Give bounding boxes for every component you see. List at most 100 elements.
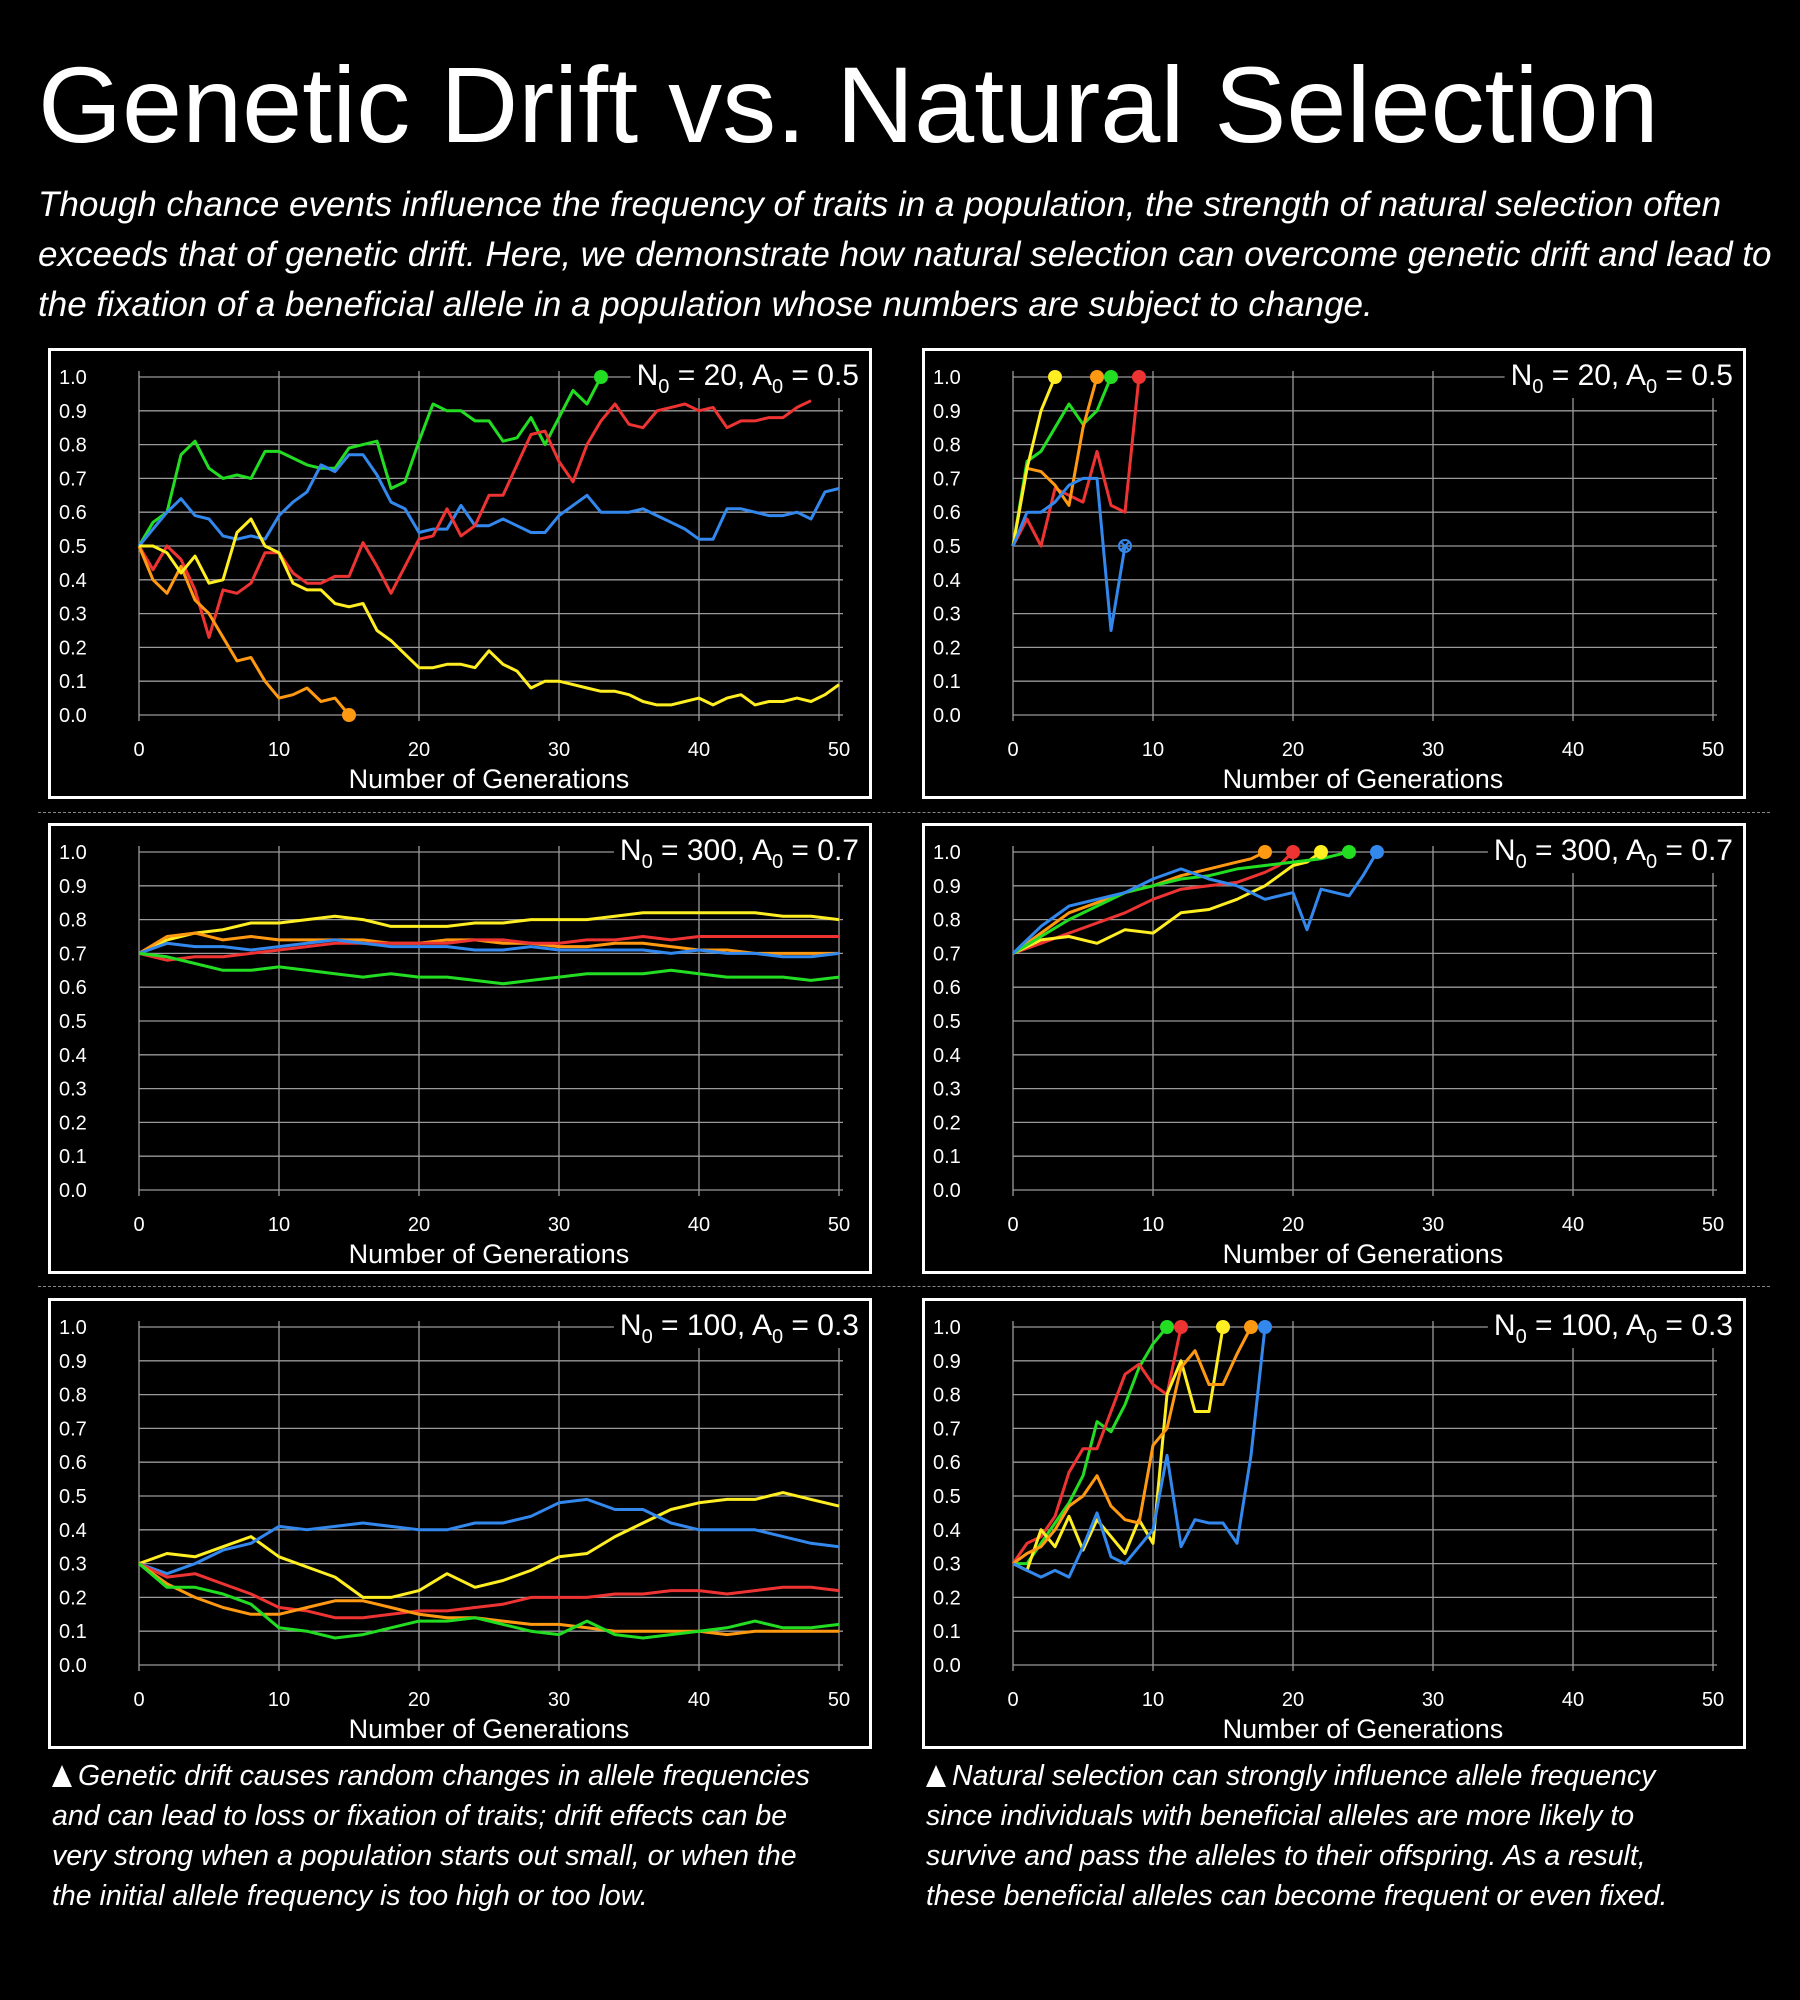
label-subscript: 0 [1646, 376, 1657, 398]
label-value-a: = 0.5 [783, 359, 859, 392]
label-subscript: 0 [772, 1326, 783, 1348]
x-tick-label: 30 [548, 739, 570, 761]
label-value-n: = 20, A [1543, 359, 1646, 392]
end-marker-green [1342, 845, 1356, 859]
label-text: N [620, 834, 642, 867]
triangle-icon [52, 1765, 72, 1787]
series-line-blue [1011, 476, 1127, 632]
label-value-a: = 0.3 [1657, 1309, 1733, 1342]
series-line-orange [137, 545, 351, 716]
caption-line: Natural selection can strongly influence… [952, 1760, 1656, 1792]
label-subscript: 0 [772, 851, 783, 873]
y-tick-label: 0.1 [933, 1146, 961, 1168]
y-tick-label: 0.4 [59, 1520, 87, 1542]
end-marker-green [1104, 370, 1118, 384]
caption-line: survive and pass the alleles to their of… [926, 1840, 1646, 1872]
y-tick-label: 0.4 [59, 1045, 87, 1067]
y-tick-label: 0.9 [59, 876, 87, 898]
x-tick-label: 30 [548, 1214, 570, 1236]
page-subtitle: Though chance events influence the frequ… [38, 185, 1772, 324]
chart-selection-medium: 0.0 0.1 0.2 0.3 0.4 0.5 0.6 0.7 0.8 0.9 1.0 0 10 20 30… [922, 1298, 1746, 1749]
y-tick-label: 0.0 [933, 1180, 961, 1202]
y-tick-label: 0.7 [59, 1418, 87, 1440]
caption-line: and can lead to loss or fixation of trai… [52, 1800, 788, 1832]
label-subscript: 0 [1516, 851, 1527, 873]
y-tick-label: 0.7 [933, 1418, 961, 1440]
y-tick-label: 0.0 [59, 1655, 87, 1677]
label-value-n: = 100, A [1527, 1309, 1646, 1342]
label-background [613, 834, 863, 873]
y-tick-label: 0.1 [933, 671, 961, 693]
caption-selection: Natural selection can strongly influence… [926, 1756, 1756, 1916]
label-background [613, 1309, 863, 1348]
panel-label: N0 = 300, A0 = 0.7 [620, 834, 859, 873]
y-tick-label: 0.3 [933, 1554, 961, 1576]
y-tick-label: 0.1 [933, 1621, 961, 1643]
caption-line: very strong when a population starts out… [52, 1840, 797, 1872]
y-tick-label: 0.5 [59, 536, 87, 558]
panel-label: N0 = 20, A0 = 0.5 [637, 359, 859, 398]
series-line-red [1012, 850, 1295, 955]
x-tick-label: 20 [408, 739, 430, 761]
x-tick-label: 10 [268, 739, 290, 761]
x-tick-label: 30 [1422, 739, 1444, 761]
end-marker-yellow [1314, 845, 1328, 859]
y-tick-label: 0.0 [933, 1655, 961, 1677]
y-tick-label: 0.2 [59, 637, 87, 659]
x-tick-label: 20 [1282, 1214, 1304, 1236]
y-tick-label: 0.6 [59, 1452, 87, 1474]
row-separator [38, 812, 1770, 813]
series-line-orange [1012, 1326, 1253, 1565]
label-value-n: = 100, A [653, 1309, 772, 1342]
y-tick-label: 0.8 [59, 435, 87, 457]
series-line-green [138, 951, 840, 986]
label-background [630, 359, 863, 398]
y-tick-label: 0.4 [933, 570, 961, 592]
caption-line: these beneficial alleles can become freq… [926, 1880, 1668, 1912]
y-tick-label: 0.7 [59, 468, 87, 490]
end-marker-orange [1244, 1320, 1258, 1334]
y-tick-label: 0.0 [59, 705, 87, 727]
label-subscript: 0 [642, 851, 653, 873]
y-tick-label: 0.5 [933, 536, 961, 558]
series-line-orange [138, 1562, 839, 1637]
y-tick-label: 0.2 [933, 637, 961, 659]
end-marker-orange [342, 708, 356, 722]
end-marker-red [1132, 370, 1146, 384]
x-tick-label: 50 [828, 1214, 850, 1236]
caption-line: Genetic drift causes random changes in a… [78, 1760, 810, 1792]
chart-drift-small: 0.0 0.1 0.2 0.3 0.4 0.5 0.6 0.7 0.8 0.9 1.0 0 10 20 30… [48, 348, 872, 799]
end-marker-yellow [1048, 370, 1062, 384]
y-tick-label: 0.6 [59, 977, 87, 999]
label-subscript: 0 [1516, 1326, 1527, 1348]
label-subscript: 0 [642, 1326, 653, 1348]
chart-selection-large: 0.0 0.1 0.2 0.3 0.4 0.5 0.6 0.7 0.8 0.9 1.0 0 10 20 30… [922, 823, 1746, 1274]
chart-drift-large: 0.0 0.1 0.2 0.3 0.4 0.5 0.6 0.7 0.8 0.9 1.0 0 10 20 30… [48, 823, 872, 1274]
label-text: N [637, 359, 659, 392]
y-tick-label: 0.4 [59, 570, 87, 592]
end-marker-orange [1258, 845, 1272, 859]
y-tick-label: 0.5 [59, 1011, 87, 1033]
y-tick-label: 1.0 [59, 1317, 87, 1339]
x-tick-label: 30 [1422, 1689, 1444, 1711]
chart-drift-medium: 0.0 0.1 0.2 0.3 0.4 0.5 0.6 0.7 0.8 0.9 1.0 0 10 20 30… [48, 1298, 872, 1749]
y-tick-label: 0.2 [59, 1112, 87, 1134]
label-background [1487, 1309, 1737, 1348]
x-tick-label: 20 [1282, 1689, 1304, 1711]
x-axis-label: Number of Generations [349, 1714, 630, 1744]
label-background [1487, 834, 1737, 873]
series-line-red [1011, 1326, 1183, 1565]
x-tick-label: 0 [1007, 1214, 1018, 1236]
y-tick-label: 0.3 [933, 604, 961, 626]
y-tick-label: 0.5 [933, 1486, 961, 1508]
end-marker-green [594, 370, 608, 384]
x-tick-label: 10 [1142, 739, 1164, 761]
y-tick-label: 0.3 [933, 1079, 961, 1101]
y-tick-label: 0.9 [933, 1351, 961, 1373]
y-tick-label: 0.3 [59, 604, 87, 626]
y-tick-label: 0.3 [59, 1079, 87, 1101]
caption-line: since individuals with beneficial allele… [926, 1800, 1635, 1832]
x-tick-label: 0 [1007, 739, 1018, 761]
y-tick-label: 0.1 [59, 1146, 87, 1168]
x-tick-label: 40 [688, 1689, 710, 1711]
